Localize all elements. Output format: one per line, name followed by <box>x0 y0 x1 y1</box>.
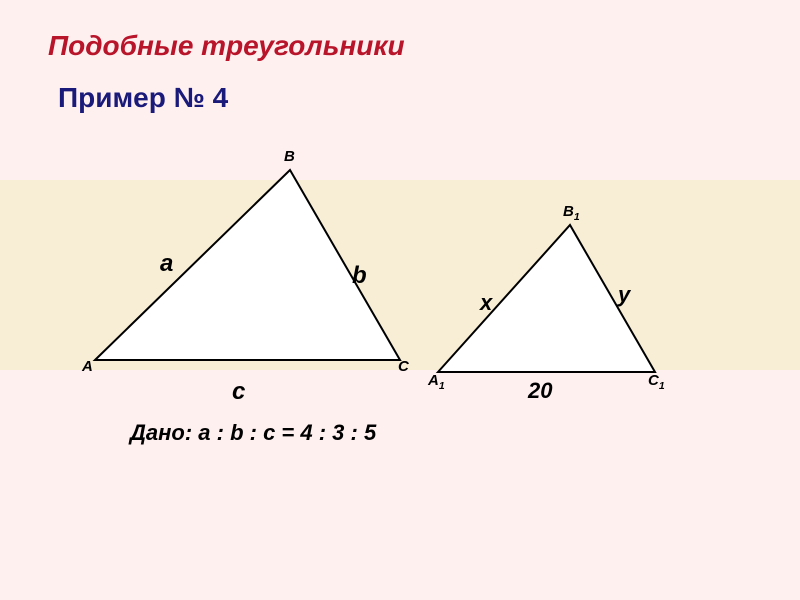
vertex-b-label: B <box>284 148 295 165</box>
side-y-label: y <box>618 282 630 308</box>
triangles-svg <box>0 0 800 600</box>
vertex-c1-label: C1 <box>648 372 665 392</box>
vertex-c-label: C <box>398 358 409 375</box>
vertex-a1-label: A1 <box>428 372 445 392</box>
side-20-label: 20 <box>528 378 552 404</box>
given-text: Дано: a : b : c = 4 : 3 : 5 <box>130 420 376 446</box>
side-a-label: a <box>160 250 173 278</box>
vertex-b1-label: B1 <box>563 203 580 223</box>
vertex-a-label: A <box>82 358 93 375</box>
side-c-label: c <box>232 378 245 406</box>
side-x-label: x <box>480 290 492 316</box>
side-b-label: b <box>352 262 367 290</box>
